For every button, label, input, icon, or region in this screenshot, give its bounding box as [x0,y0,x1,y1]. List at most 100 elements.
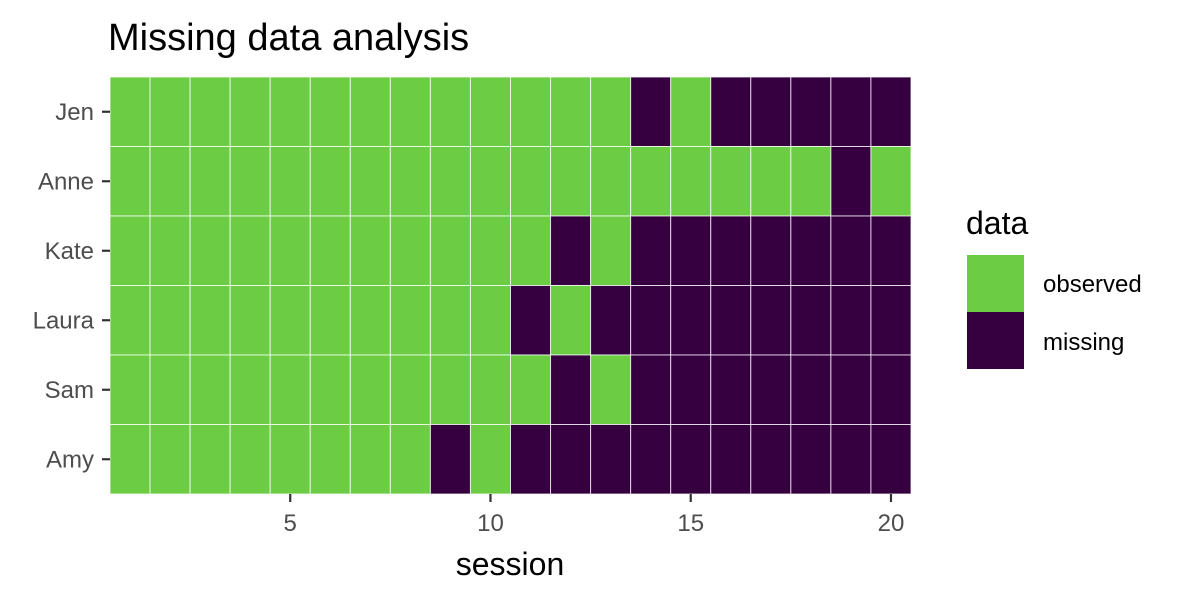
cell-jen-12 [550,76,592,147]
cell-laura-16 [710,285,752,356]
cell-sam-4 [229,354,271,425]
y-tick-label-amy: Amy [46,446,94,473]
cell-amy-19 [830,424,872,495]
cell-anne-2 [149,146,191,217]
cell-jen-15 [670,76,712,147]
x-axis: 5 10 15 20 [284,494,904,537]
cell-laura-14 [630,285,672,356]
cell-sam-3 [189,354,231,425]
cell-laura-2 [149,285,191,356]
cell-jen-7 [349,76,391,147]
cell-laura-11 [510,285,552,356]
cell-kate-1 [109,215,151,286]
heatmap-cells [109,76,912,495]
cell-anne-9 [429,146,471,217]
cell-sam-10 [469,354,512,425]
legend-key-missing [967,312,1024,369]
cell-amy-5 [269,424,311,495]
cell-amy-2 [149,424,191,495]
cell-kate-4 [229,215,271,286]
cell-laura-18 [790,285,832,356]
cell-kate-11 [510,215,552,286]
cell-anne-13 [590,146,632,217]
legend-label-missing: missing [1043,329,1124,356]
cell-anne-6 [309,146,351,217]
cell-amy-20 [870,424,912,495]
legend-key-observed [967,255,1024,312]
cell-sam-20 [870,354,912,425]
cell-kate-15 [670,215,712,286]
cell-kate-6 [309,215,351,286]
cell-anne-7 [349,146,391,217]
cell-sam-17 [750,354,792,425]
cell-laura-1 [109,285,151,356]
cell-kate-16 [710,215,752,286]
cell-jen-9 [429,76,471,147]
cell-laura-17 [750,285,792,356]
cell-amy-18 [790,424,832,495]
cell-amy-3 [189,424,231,495]
cell-anne-1 [109,146,151,217]
cell-anne-18 [790,146,832,217]
cell-amy-7 [349,424,391,495]
cell-anne-12 [550,146,592,217]
cell-jen-2 [149,76,191,147]
cell-jen-18 [790,76,832,147]
cell-sam-8 [389,354,431,425]
cell-kate-13 [590,215,632,286]
y-tick-label-anne: Anne [38,168,94,195]
cell-laura-4 [229,285,271,356]
cell-laura-19 [830,285,872,356]
cell-amy-15 [670,424,712,495]
cell-laura-8 [389,285,431,356]
cell-amy-6 [309,424,351,495]
legend-title: data [966,205,1028,241]
cell-laura-3 [189,285,231,356]
cell-anne-5 [269,146,311,217]
x-tick-label-15: 15 [677,510,704,537]
cell-jen-4 [229,76,271,147]
cell-jen-16 [710,76,752,147]
chart-title: Missing data analysis [108,17,469,59]
x-axis-title: session [456,546,565,582]
y-axis: Jen Anne Kate Laura Sam Amy [33,99,110,473]
cell-laura-13 [590,285,632,356]
cell-jen-20 [870,76,912,147]
cell-sam-2 [149,354,191,425]
y-tick-label-laura: Laura [33,307,95,334]
cell-anne-14 [630,146,672,217]
cell-kate-7 [349,215,391,286]
cell-jen-13 [590,76,632,147]
cell-jen-5 [269,76,311,147]
x-tick-label-10: 10 [477,510,504,537]
cell-kate-3 [189,215,231,286]
cell-sam-9 [429,354,471,425]
cell-jen-3 [189,76,231,147]
cell-kate-18 [790,215,832,286]
cell-sam-19 [830,354,872,425]
cell-sam-14 [630,354,672,425]
x-tick-label-5: 5 [284,510,297,537]
cell-kate-9 [429,215,471,286]
cell-kate-5 [269,215,311,286]
cell-amy-8 [389,424,431,495]
cell-jen-8 [389,76,431,147]
cell-jen-19 [830,76,872,147]
cell-jen-11 [510,76,552,147]
legend-label-observed: observed [1043,271,1142,298]
cell-sam-18 [790,354,832,425]
cell-amy-14 [630,424,672,495]
cell-laura-15 [670,285,712,356]
cell-amy-1 [109,424,151,495]
cell-anne-20 [870,146,912,217]
cell-amy-9 [429,424,471,495]
cell-anne-15 [670,146,712,217]
y-tick-label-sam: Sam [45,377,94,404]
cell-jen-6 [309,76,351,147]
cell-sam-16 [710,354,752,425]
cell-kate-17 [750,215,792,286]
cell-amy-12 [550,424,592,495]
cell-sam-12 [550,354,592,425]
cell-kate-20 [870,215,912,286]
